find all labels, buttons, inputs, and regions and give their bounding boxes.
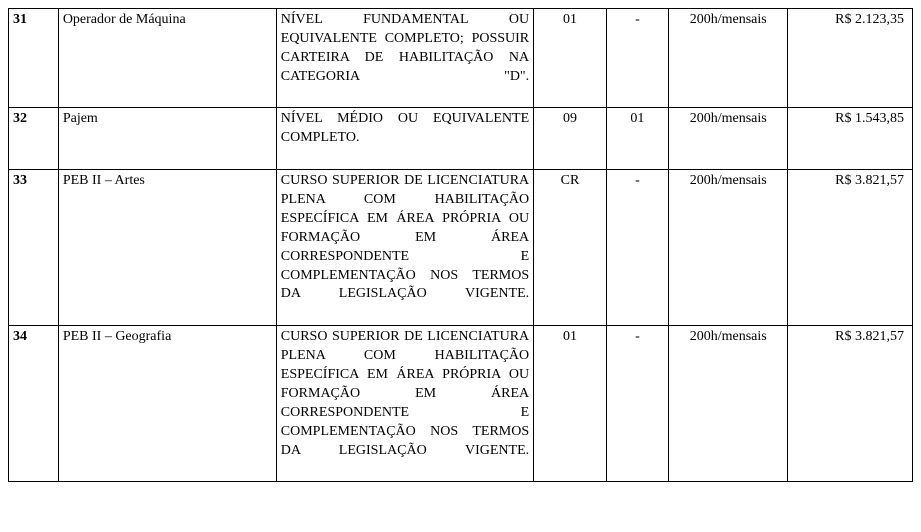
cell-vacancy: CR xyxy=(534,170,607,326)
cell-role: Pajem xyxy=(58,108,276,170)
cell-pcd: - xyxy=(606,170,668,326)
cell-req: CURSO SUPERIOR DE LICENCIATURA PLENA COM… xyxy=(276,326,533,482)
cell-vacancy: 09 xyxy=(534,108,607,170)
cell-role: PEB II – Artes xyxy=(58,170,276,326)
cell-req: NÍVEL FUNDAMENTAL OU EQUIVALENTE COMPLET… xyxy=(276,9,533,108)
cell-num: 32 xyxy=(9,108,59,170)
cell-pcd: - xyxy=(606,9,668,108)
cell-pcd: - xyxy=(606,326,668,482)
cell-req: NÍVEL MÉDIO OU EQUIVALENTE COMPLETO. xyxy=(276,108,533,170)
table-row: 31 Operador de Máquina NÍVEL FUNDAMENTAL… xyxy=(9,9,913,108)
table-row: 32 Pajem NÍVEL MÉDIO OU EQUIVALENTE COMP… xyxy=(9,108,913,170)
cell-req: CURSO SUPERIOR DE LICENCIATURA PLENA COM… xyxy=(276,170,533,326)
cell-salary: R$ 3.821,57 xyxy=(788,170,913,326)
cell-salary: R$ 2.123,35 xyxy=(788,9,913,108)
cell-num: 34 xyxy=(9,326,59,482)
cell-hours: 200h/mensais xyxy=(669,170,788,326)
cell-hours: 200h/mensais xyxy=(669,9,788,108)
table-row: 33 PEB II – Artes CURSO SUPERIOR DE LICE… xyxy=(9,170,913,326)
cell-num: 31 xyxy=(9,9,59,108)
table-row: 34 PEB II – Geografia CURSO SUPERIOR DE … xyxy=(9,326,913,482)
cell-salary: R$ 1.543,85 xyxy=(788,108,913,170)
cell-hours: 200h/mensais xyxy=(669,326,788,482)
cell-role: Operador de Máquina xyxy=(58,9,276,108)
cell-salary: R$ 3.821,57 xyxy=(788,326,913,482)
cell-pcd: 01 xyxy=(606,108,668,170)
cell-num: 33 xyxy=(9,170,59,326)
cell-vacancy: 01 xyxy=(534,326,607,482)
jobs-table: 31 Operador de Máquina NÍVEL FUNDAMENTAL… xyxy=(8,8,913,482)
cell-hours: 200h/mensais xyxy=(669,108,788,170)
cell-vacancy: 01 xyxy=(534,9,607,108)
cell-role: PEB II – Geografia xyxy=(58,326,276,482)
